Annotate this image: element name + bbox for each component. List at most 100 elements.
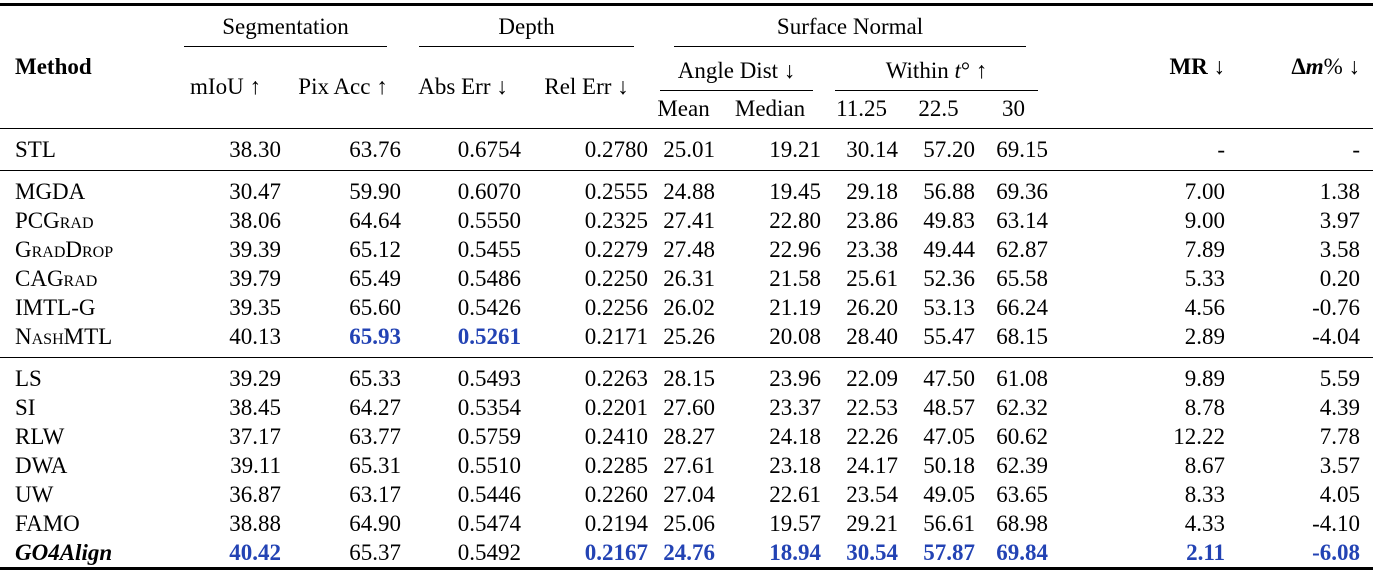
value-cell: 63.77: [349, 423, 402, 449]
value-cell: 38.88: [229, 510, 281, 536]
value-cell: -4.04: [1227, 322, 1373, 358]
value-cell: 63.14: [996, 207, 1049, 233]
method-cell: GradDrop: [15, 236, 114, 262]
value-cell: 47.05: [923, 423, 976, 449]
value-cell: 63.76: [283, 128, 404, 171]
table-row: PCGrad 38.06 64.64 0.5550 0.2325 27.41 22.80 23…: [0, 206, 1373, 235]
value-cell: 3.97: [1319, 207, 1361, 233]
value-cell: 38.06: [229, 207, 281, 233]
value-cell: 4.33: [1184, 510, 1226, 536]
value-cell: 9.89: [1184, 365, 1226, 391]
value-cell: 60.62: [996, 423, 1049, 449]
value-cell: 7.00: [1184, 178, 1226, 204]
value-cell: 68.98: [996, 510, 1049, 536]
value-cell: 27.41: [663, 207, 716, 233]
pix-acc-column-header: Pix Acc ↑: [298, 74, 388, 100]
value-cell: 65.12: [349, 236, 402, 262]
value-cell: 22.26: [846, 423, 899, 449]
table-row: GradDrop 39.39 65.12 0.5455 0.2279 27.48 22.96…: [0, 235, 1373, 264]
header-group-row: Method Segmentation Depth Surface Normal…: [0, 5, 1373, 80]
rel-err-column-header: Rel Err ↓: [544, 74, 629, 100]
value-cell: 7.89: [1184, 236, 1226, 262]
value-cell: 64.64: [349, 207, 402, 233]
value-cell: 4.56: [1184, 294, 1226, 320]
value-cell: 24.17: [846, 452, 899, 478]
value-cell: -0.76: [1312, 294, 1361, 320]
value-cell: 0.6754: [403, 128, 524, 171]
value-cell: 56.88: [923, 178, 976, 204]
table-row: DWA 39.11 65.31 0.5510 0.2285 27.61 23.18 24.17…: [0, 451, 1373, 480]
value-cell: 0.2410: [584, 423, 649, 449]
value-cell: 40.13: [168, 322, 283, 358]
table-row: GO4Align 40.42 65.37 0.5492 0.2167 24.76 18.94…: [0, 538, 1373, 569]
value-cell: 65.49: [349, 265, 402, 291]
value-cell: 24.76: [663, 539, 716, 565]
value-cell: 18.94: [769, 539, 822, 565]
value-cell: 0.2780: [523, 128, 651, 171]
segmentation-group-header: Segmentation: [168, 5, 403, 47]
value-cell: 0.5492: [457, 539, 522, 565]
value-cell: 28.27: [663, 423, 716, 449]
value-cell: 0.2171: [523, 322, 651, 358]
value-cell: 28.40: [823, 322, 901, 358]
method-cell: GO4Align: [15, 539, 113, 565]
value-cell: 5.33: [1184, 265, 1226, 291]
value-cell: 65.60: [349, 294, 402, 320]
value-cell: 3.57: [1319, 452, 1361, 478]
value-cell: 39.39: [229, 236, 281, 262]
value-cell: 0.2260: [584, 481, 649, 507]
value-cell: 0.5426: [457, 294, 522, 320]
value-cell: 27.61: [663, 452, 716, 478]
value-cell: 0.5510: [457, 452, 522, 478]
miou-column-header: mIoU ↑: [190, 74, 261, 100]
value-cell: 20.08: [717, 322, 824, 358]
value-cell: 55.47: [900, 322, 978, 358]
value-cell: 49.83: [923, 207, 976, 233]
value-cell: 24.88: [663, 178, 716, 204]
value-cell: 24.18: [769, 423, 822, 449]
within-t-label: Within t° ↑: [835, 57, 1039, 91]
value-cell: 61.08: [996, 365, 1049, 391]
value-cell: 28.15: [663, 365, 716, 391]
depth-group-label: Depth: [419, 14, 635, 47]
value-cell: 39.29: [229, 365, 281, 391]
value-cell: -4.10: [1312, 510, 1361, 536]
value-cell: 39.35: [229, 294, 281, 320]
method-cell: RLW: [15, 423, 65, 449]
value-cell: 19.21: [717, 128, 824, 171]
value-cell: 57.20: [900, 128, 978, 171]
value-cell: 64.90: [349, 510, 402, 536]
table-row: STL 38.30 63.76 0.6754 0.2780 25.01 19.21 30.14…: [0, 128, 1373, 171]
table-row: IMTL-G 39.35 65.60 0.5426 0.2256 26.02 21.19 26…: [0, 293, 1373, 322]
within-t-symbol: t: [954, 57, 961, 83]
table-row: MGDA 30.47 59.90 0.6070 0.2555 24.88 19.45 29.1…: [0, 171, 1373, 207]
value-cell: 69.84: [996, 539, 1049, 565]
value-cell: 40.42: [229, 539, 281, 565]
value-cell: 49.05: [923, 481, 976, 507]
value-cell: 0.5550: [457, 207, 522, 233]
results-table: Method Segmentation Depth Surface Normal…: [0, 3, 1373, 570]
value-cell: 4.39: [1319, 394, 1361, 420]
table-row: FAMO 38.88 64.90 0.5474 0.2194 25.06 19.57 29.2…: [0, 509, 1373, 538]
within-prefix: Within: [885, 57, 955, 83]
value-cell: 23.38: [846, 236, 899, 262]
method-cell: MGDA: [15, 178, 86, 204]
value-cell: 30.54: [846, 539, 899, 565]
depth-group-header: Depth: [403, 5, 650, 47]
surface-normal-group-header: Surface Normal: [650, 5, 1050, 47]
value-cell: 65.58: [996, 265, 1049, 291]
value-cell: 56.61: [923, 510, 976, 536]
method-cell: LS: [15, 365, 42, 391]
value-cell: 1.38: [1319, 178, 1361, 204]
value-cell: 0.2285: [584, 452, 649, 478]
value-cell: 23.18: [769, 452, 822, 478]
value-cell: 65.93: [283, 322, 404, 358]
value-cell: 30.14: [823, 128, 901, 171]
value-cell: 0.5486: [457, 265, 522, 291]
header-subcolumn-row: Mean Median 11.25 22.5 30: [0, 91, 1373, 129]
value-cell: 7.78: [1319, 423, 1361, 449]
median-subcolumn-header: Median: [734, 96, 806, 122]
value-cell: 25.26: [650, 322, 718, 358]
value-cell: 63.17: [349, 481, 402, 507]
value-cell: 65.31: [349, 452, 402, 478]
